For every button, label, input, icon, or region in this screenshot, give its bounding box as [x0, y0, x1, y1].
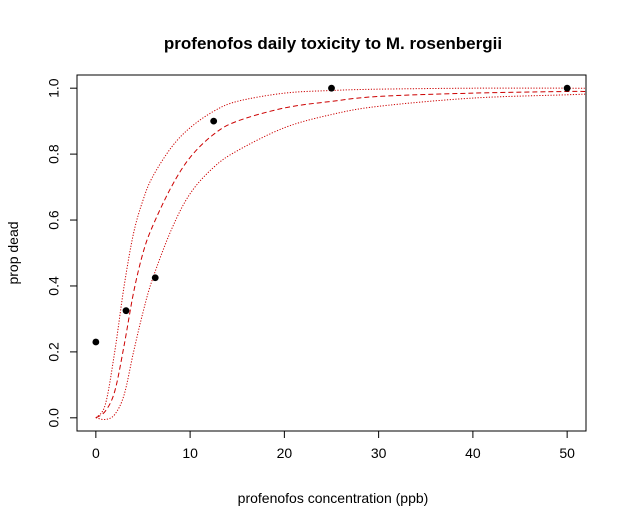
plot-frame: [76, 74, 587, 432]
confidence-curve-dotted: [95, 87, 586, 419]
x-tick-label: 20: [277, 445, 293, 461]
data-points: [92, 84, 571, 346]
fit-curve-dashed: [95, 90, 587, 419]
y-tick-label: 0.0: [46, 408, 62, 428]
x-tick-label: 50: [559, 445, 575, 461]
data-point: [328, 84, 335, 92]
x-tick-label: 30: [371, 445, 387, 461]
confidence-curve-dotted: [95, 93, 587, 421]
x-axis-label: profenofos concentration (ppb): [238, 490, 429, 506]
x-tick-label: 0: [92, 445, 100, 461]
y-tick-label: 0.4: [46, 276, 62, 296]
data-point: [151, 274, 159, 282]
data-point: [92, 338, 100, 346]
y-tick-label: 1.0: [46, 78, 62, 98]
x-axis: 0 10 20 30 40 50: [92, 430, 575, 461]
data-point: [563, 84, 571, 92]
x-tick-label: 10: [182, 445, 198, 461]
x-tick-label: 40: [465, 445, 481, 461]
data-point: [122, 307, 130, 315]
chart-title: profenofos daily toxicity to M. rosenber…: [164, 34, 502, 53]
y-axis-label: prop dead: [5, 221, 21, 284]
y-tick-label: 0.6: [46, 210, 62, 230]
y-tick-label: 0.8: [46, 144, 62, 164]
y-axis: 0.0 0.2 0.4 0.6 0.8 1.0: [46, 78, 78, 428]
fit-curves: [95, 87, 587, 421]
y-tick-label: 0.2: [46, 342, 62, 362]
data-point: [210, 117, 218, 125]
